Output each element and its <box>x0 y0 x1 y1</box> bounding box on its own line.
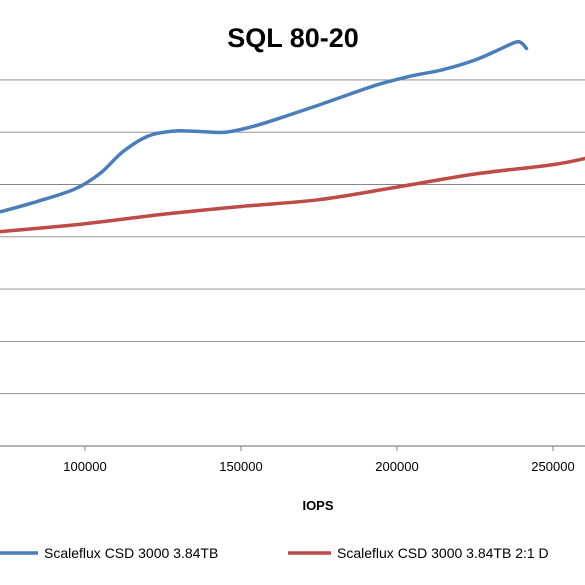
legend-label-2: Scaleflux CSD 3000 3.84TB 2:1 D <box>337 545 549 561</box>
gridlines <box>0 79 585 447</box>
x-axis-title: IOPS <box>302 498 333 513</box>
x-tick-labels: 100000 150000 200000 250000 <box>63 446 575 474</box>
series-line-1 <box>0 39 529 214</box>
legend: Scaleflux CSD 3000 3.84TB Scaleflux CSD 3… <box>0 545 549 561</box>
x-tick-label: 150000 <box>219 459 262 474</box>
x-tick-label: 100000 <box>63 459 106 474</box>
x-tick-label: 250000 <box>531 459 574 474</box>
series-line-2 <box>0 156 585 234</box>
x-tick-label: 200000 <box>375 459 418 474</box>
legend-label-1: Scaleflux CSD 3000 3.84TB <box>44 545 218 561</box>
series-lines <box>0 39 585 234</box>
chart-title: SQL 80-20 <box>227 23 359 53</box>
